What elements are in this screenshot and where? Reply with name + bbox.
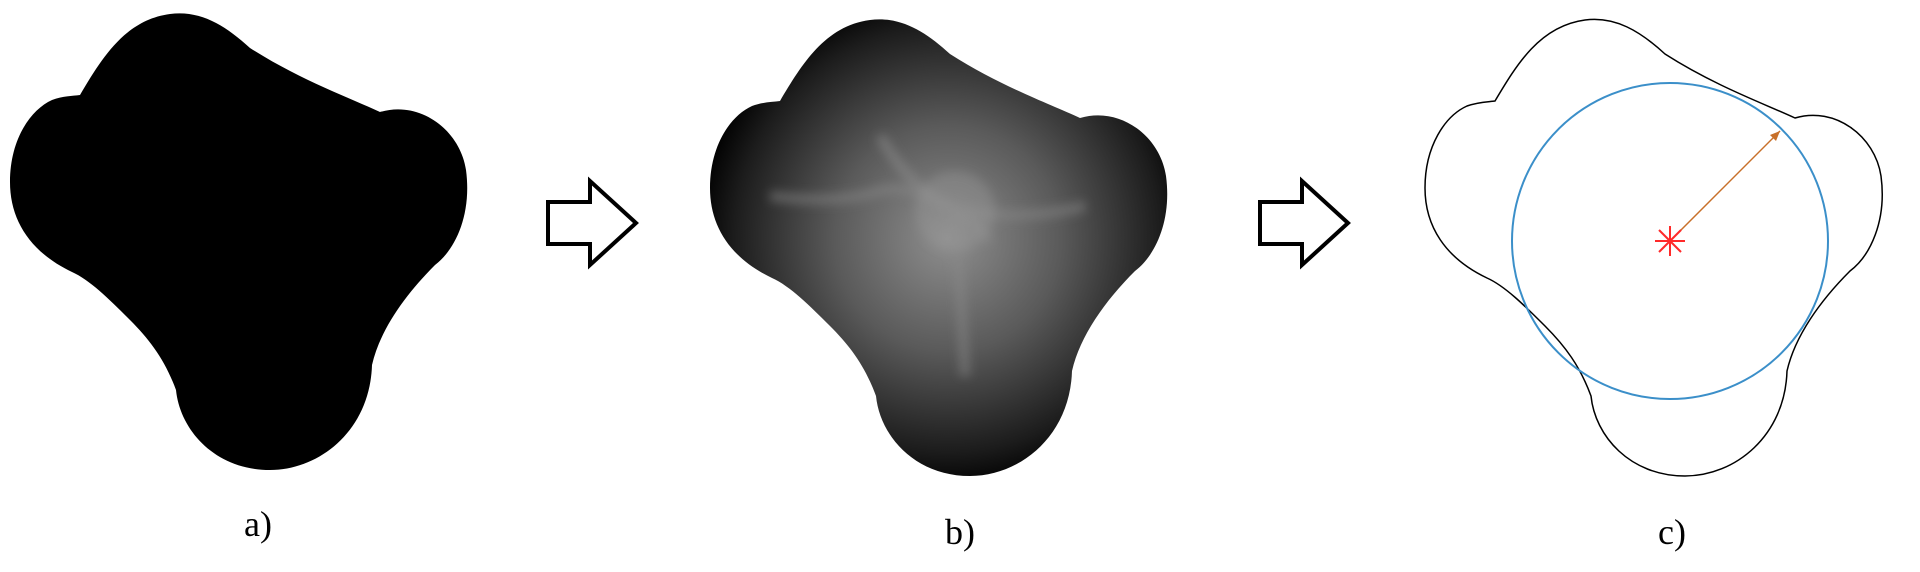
center-marker [1655, 226, 1685, 256]
inscribed-circle [1511, 82, 1829, 400]
binary-shape [10, 13, 468, 470]
shape-outline [1424, 18, 1883, 477]
panel-label-b: b) [945, 512, 975, 552]
panel-label-a: a) [244, 504, 272, 544]
panel-a [10, 13, 468, 470]
panel-b [710, 19, 1168, 476]
panel-label-c: c) [1658, 512, 1686, 552]
arrow-right-icon [1258, 176, 1351, 270]
radius-arrowhead [1770, 131, 1780, 141]
distance-map-shape [710, 19, 1168, 476]
arrow-right-icon [546, 176, 639, 270]
radius-arrow [1669, 130, 1781, 242]
distance-ridges [769, 133, 1087, 377]
panel-c [1424, 18, 1883, 477]
